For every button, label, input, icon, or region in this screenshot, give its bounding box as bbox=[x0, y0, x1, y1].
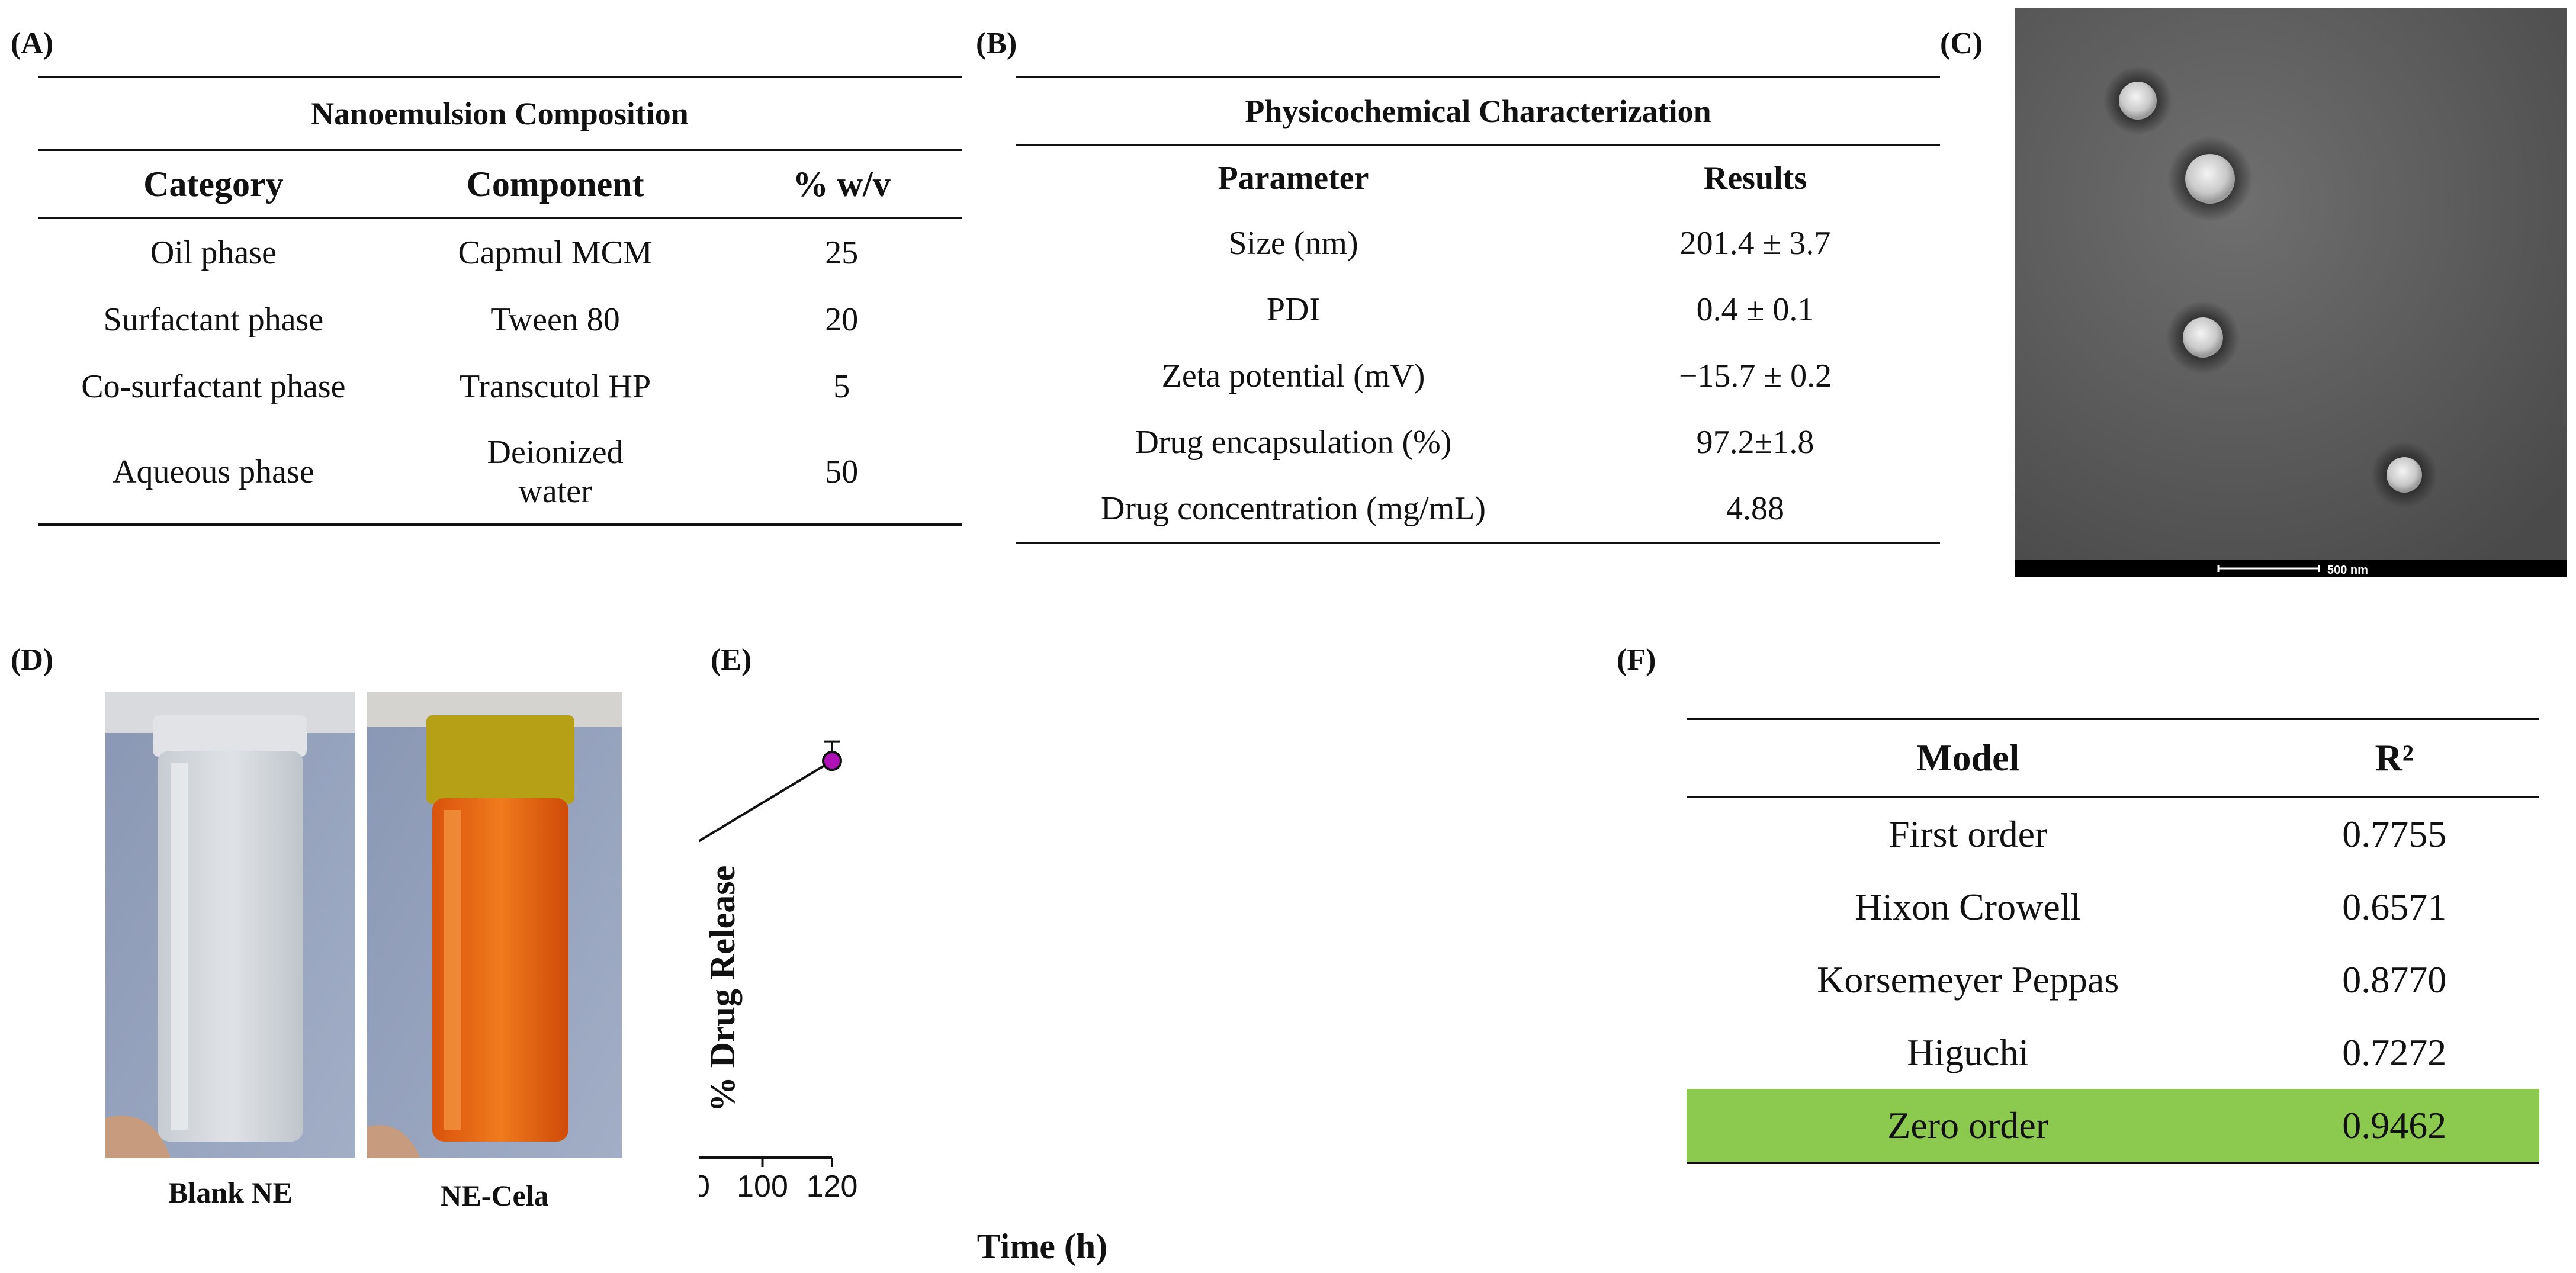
table-cell: 0.8770 bbox=[2342, 958, 2447, 1001]
column-header: Component bbox=[388, 150, 722, 219]
table-cell: Korsemeyer Peppas bbox=[1817, 958, 2119, 1001]
column-header: Category bbox=[38, 150, 389, 219]
x-tick-label: 80 bbox=[699, 1169, 710, 1204]
kinetics-model-table: Model R² First order 0.7755 Hixon Crowel… bbox=[1687, 718, 2539, 1164]
table-cell: Aqueous phase bbox=[113, 453, 314, 490]
table-row: Drug concentration (mg/mL) 4.88 bbox=[1016, 475, 1940, 543]
table-cell: Deionized water bbox=[487, 433, 624, 510]
x-tick-label: 120 bbox=[807, 1169, 858, 1204]
nanoparticle bbox=[2103, 66, 2172, 135]
panel-label-e: (E) bbox=[711, 643, 752, 677]
composition-table-title: Nanoemulsion Composition bbox=[38, 77, 962, 151]
table-cell: Co-surfactant phase bbox=[81, 368, 346, 405]
table-row-highlighted: Zero order 0.9462 bbox=[1687, 1089, 2539, 1163]
table-cell: Transcutol HP bbox=[460, 368, 651, 405]
nanoparticle bbox=[2167, 136, 2253, 221]
table-cell: Drug encapsulation (%) bbox=[1135, 424, 1452, 461]
table-cell: Hixon Crowell bbox=[1855, 885, 2082, 928]
table-cell: −15.7 ± 0.2 bbox=[1678, 358, 1832, 394]
panel-label-f: (F) bbox=[1617, 643, 1656, 677]
table-cell: 4.88 bbox=[1726, 490, 1784, 527]
ne-cela-photo bbox=[367, 692, 622, 1158]
column-header: Results bbox=[1703, 160, 1807, 197]
table-row: Oil phase Capmul MCM 25 bbox=[38, 218, 962, 287]
blank-ne-photo bbox=[105, 692, 355, 1158]
table-cell: Zeta potential (mV) bbox=[1161, 358, 1425, 394]
table-cell: Size (nm) bbox=[1228, 225, 1358, 262]
table-row: Zeta potential (mV) −15.7 ± 0.2 bbox=[1016, 343, 1940, 409]
table-row: Higuchi 0.7272 bbox=[1687, 1016, 2539, 1089]
y-axis-title: % Drug Release bbox=[703, 866, 742, 1113]
nanoparticle bbox=[2166, 301, 2240, 374]
x-tick-label: 100 bbox=[737, 1169, 788, 1204]
table-cell: Higuchi bbox=[1907, 1031, 2029, 1073]
table-cell: 5 bbox=[833, 368, 850, 405]
characterization-table: Physicochemical Characterization Paramet… bbox=[1016, 76, 1940, 544]
tem-micrograph: 500 nm bbox=[2015, 8, 2567, 577]
table-cell: 0.7272 bbox=[2342, 1031, 2447, 1073]
table-cell: First order bbox=[1888, 812, 2048, 855]
table-cell: Oil phase bbox=[150, 234, 277, 271]
column-header: % w/v bbox=[721, 150, 962, 219]
panel-label-c: (C) bbox=[1940, 27, 1983, 60]
series-line bbox=[699, 760, 833, 843]
table-row: Surfactant phase Tween 80 20 bbox=[38, 286, 962, 353]
drug-release-chart: 020406080100051015406080100120 % Drug Re… bbox=[699, 740, 1108, 1266]
table-cell: 20 bbox=[825, 301, 859, 338]
table-row: First order 0.7755 bbox=[1687, 797, 2539, 871]
x-axis-title: Time (h) bbox=[977, 1227, 1108, 1266]
ne-cela-label: NE-Cela bbox=[440, 1179, 549, 1212]
column-header: R² bbox=[2249, 719, 2539, 798]
table-row: Aqueous phase Deionized water 50 bbox=[38, 420, 962, 525]
table-row: PDI 0.4 ± 0.1 bbox=[1016, 277, 1940, 343]
characterization-table-title: Physicochemical Characterization bbox=[1016, 77, 1940, 146]
panel-label-d: (D) bbox=[11, 643, 54, 677]
panel-label-b: (B) bbox=[976, 27, 1017, 60]
column-header: Model bbox=[1687, 719, 2250, 798]
blank-ne-label: Blank NE bbox=[168, 1176, 293, 1209]
table-cell: 25 bbox=[825, 234, 859, 271]
table-row: Korsemeyer Peppas 0.8770 bbox=[1687, 943, 2539, 1016]
column-header: Parameter bbox=[1218, 160, 1369, 197]
table-row: Drug encapsulation (%) 97.2±1.8 bbox=[1016, 409, 1940, 475]
scale-bar-label: 500 nm bbox=[2327, 564, 2368, 577]
table-cell: 0.7755 bbox=[2342, 812, 2447, 855]
table-row: Size (nm) 201.4 ± 3.7 bbox=[1016, 210, 1940, 277]
table-cell: Zero order bbox=[1687, 1089, 2250, 1163]
table-cell: PDI bbox=[1266, 291, 1321, 328]
table-cell: Capmul MCM bbox=[458, 234, 653, 271]
panel-label-a: (A) bbox=[11, 27, 54, 60]
table-cell: 0.6571 bbox=[2342, 885, 2447, 928]
composition-table: Nanoemulsion Composition Category Compon… bbox=[38, 76, 962, 526]
nanoparticle bbox=[2371, 442, 2437, 508]
table-row: Co-surfactant phase Transcutol HP 5 bbox=[38, 353, 962, 420]
table-cell: Tween 80 bbox=[490, 301, 620, 338]
table-cell: Surfactant phase bbox=[103, 301, 324, 338]
table-cell: 0.4 ± 0.1 bbox=[1696, 291, 1814, 328]
table-cell: 0.9462 bbox=[2249, 1089, 2539, 1163]
table-cell: 50 bbox=[825, 453, 859, 490]
table-row: Hixon Crowell 0.6571 bbox=[1687, 870, 2539, 943]
table-cell: 97.2±1.8 bbox=[1696, 424, 1814, 461]
table-cell: 201.4 ± 3.7 bbox=[1679, 225, 1831, 262]
table-cell: Drug concentration (mg/mL) bbox=[1100, 490, 1486, 527]
data-point bbox=[822, 751, 842, 771]
